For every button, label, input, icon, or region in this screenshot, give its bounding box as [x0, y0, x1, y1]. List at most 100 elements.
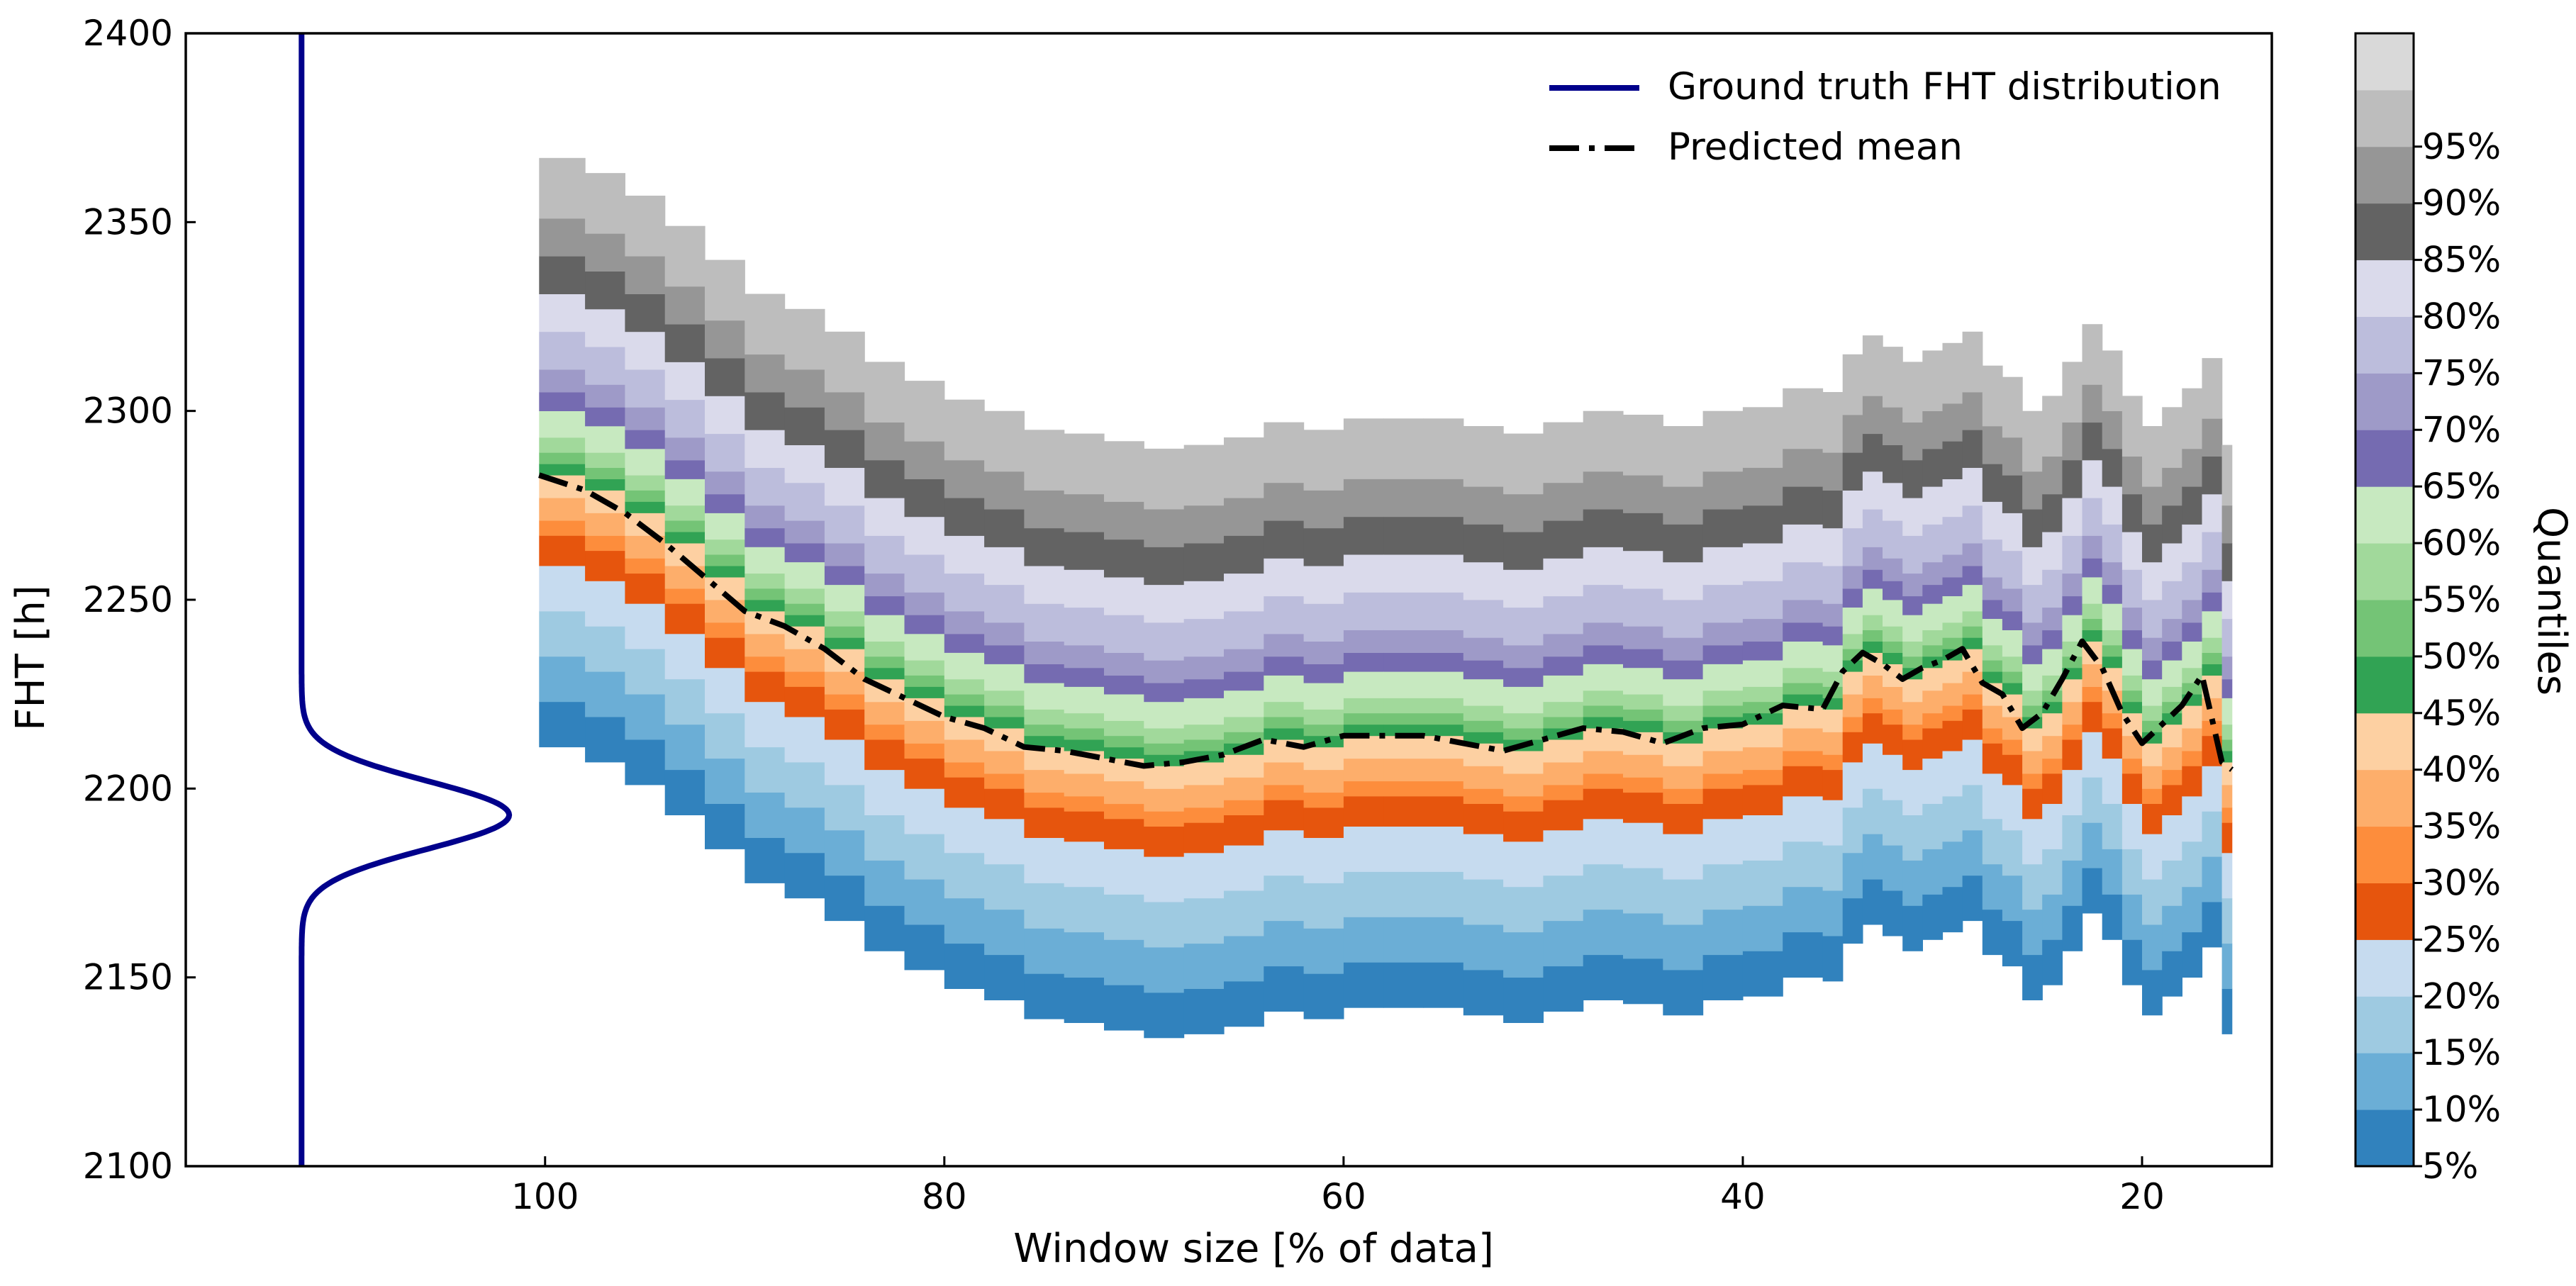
- quantile-band-cell: [784, 671, 825, 687]
- quantile-band-cell: [1183, 785, 1225, 808]
- quantile-band-cell: [1264, 482, 1305, 521]
- quantile-band-cell: [2221, 988, 2233, 1034]
- quantile-band-cell: [2022, 728, 2043, 751]
- quantile-band-cell: [1264, 656, 1305, 676]
- quantile-band-cell: [1942, 720, 1963, 751]
- quantile-band-cell: [1543, 422, 1584, 483]
- quantile-band-cell: [625, 649, 666, 695]
- quantile-band-cell: [1343, 962, 1384, 1008]
- quantile-band-cell: [1842, 762, 1863, 808]
- quantile-band-cell: [1104, 985, 1144, 1031]
- colorbar-tick-label: 95%: [2422, 126, 2501, 167]
- quantile-band-cell: [1982, 743, 2003, 774]
- quantile-band-cell: [824, 392, 865, 430]
- quantile-band-cell: [1024, 928, 1065, 974]
- quantile-band-cell: [1383, 917, 1424, 963]
- quantile-band-cell: [745, 505, 786, 529]
- quantile-band-cell: [2202, 637, 2223, 653]
- quantile-band-cell: [1104, 615, 1144, 653]
- quantile-band-cell: [1742, 581, 1783, 620]
- axes: 100 80 60 40 20 2100 2150 2200 2250 2300 2350 2400: [83, 13, 2273, 1217]
- quantile-band-cell: [539, 464, 586, 476]
- quantile-band-cell: [824, 467, 865, 506]
- quantile-band-cell: [1264, 633, 1305, 657]
- quantile-band-cell: [1303, 641, 1344, 664]
- quantile-band-cell: [944, 652, 985, 680]
- quantile-band-cell: [2002, 630, 2023, 657]
- quantile-band-cell: [1783, 622, 1824, 642]
- quantile-band-cell: [1742, 407, 1783, 468]
- quantile-band-cell: [1224, 815, 1264, 846]
- quantile-band-cell: [1104, 803, 1144, 820]
- quantile-band-cell: [2121, 773, 2143, 804]
- quantile-band-cell: [2182, 388, 2203, 449]
- quantile-band-cell: [2062, 739, 2083, 771]
- quantile-band-cell: [1922, 603, 1944, 630]
- quantile-band-cell: [1383, 871, 1424, 917]
- quantile-band-cell: [2062, 724, 2083, 740]
- quantile-band-cell: [784, 615, 825, 627]
- quantile-band-cell: [824, 566, 865, 586]
- quantile-band-cell: [1842, 452, 1863, 491]
- quantile-band-cell: [1783, 641, 1824, 669]
- quantile-band-cell: [2182, 683, 2203, 695]
- quantile-band-cell: [2102, 712, 2123, 729]
- quantile-band-cell: [1702, 664, 1744, 691]
- quantile-band-cell: [2022, 622, 2043, 646]
- quantile-band-cell: [1543, 482, 1584, 521]
- quantile-band-cell: [1264, 829, 1305, 876]
- quantile-band-cell: [1702, 690, 1744, 706]
- quantile-band-cell: [864, 641, 905, 657]
- quantile-band-cell: [664, 769, 706, 815]
- quantile-band-cell: [1702, 773, 1744, 789]
- quantile-band-cell: [1822, 603, 1844, 627]
- quantile-band-cell: [2082, 701, 2103, 732]
- quantile-band-cell: [1842, 671, 1863, 695]
- quantile-band-cell: [1583, 788, 1624, 820]
- quantile-band-cell: [1623, 720, 1663, 732]
- quantile-band-cell: [1383, 630, 1424, 653]
- quantile-band-cell: [1463, 720, 1504, 732]
- quantile-band-cell: [984, 622, 1025, 646]
- quantile-band-cell: [784, 561, 825, 589]
- quantile-band-cell: [625, 331, 666, 370]
- quantile-band-cell: [1702, 622, 1744, 646]
- quantile-band-cell: [2162, 505, 2182, 544]
- quantile-band-cell: [2042, 532, 2063, 570]
- quantile-band-cell: [1463, 600, 1504, 638]
- quantile-band-cell: [1663, 600, 1704, 638]
- quantile-band-cell: [2162, 951, 2182, 997]
- quantile-band-cell: [2022, 788, 2043, 820]
- quantile-band-cell: [1503, 886, 1544, 933]
- quantile-band-cell: [1264, 800, 1305, 831]
- quantile-band-cell: [1183, 581, 1225, 620]
- quantile-band-cell: [1822, 452, 1844, 491]
- quantile-band-cell: [1883, 581, 1903, 600]
- quantile-band-cell: [1104, 539, 1144, 578]
- quantile-band-cell: [2002, 588, 2023, 612]
- quantile-band-cell: [1842, 694, 1863, 717]
- quantile-band-cell: [1742, 747, 1783, 771]
- quantile-band-cell: [1183, 618, 1225, 657]
- quantile-band-cell: [1783, 600, 1824, 623]
- quantile-band-cell: [1902, 769, 1923, 815]
- quantile-band-cell: [2162, 641, 2182, 661]
- quantile-band-cell: [1183, 656, 1225, 680]
- quantile-band-cell: [2082, 324, 2103, 385]
- quantile-band-cell: [625, 369, 666, 408]
- quantile-band-cell: [2042, 493, 2063, 532]
- quantile-band-cell: [1343, 630, 1384, 653]
- quantile-band-cell: [1383, 592, 1424, 630]
- quantile-band-cell: [539, 520, 586, 536]
- quantile-band-cell: [2102, 486, 2123, 525]
- quantile-band-cell: [2002, 683, 2023, 695]
- quantile-band-cell: [1423, 516, 1464, 555]
- quantile-band-cell: [2202, 698, 2223, 721]
- quantile-band-cell: [2182, 561, 2203, 600]
- quantile-band-cell: [1064, 886, 1105, 933]
- quantile-band-cell: [2182, 751, 2203, 766]
- quantile-band-cell: [1144, 856, 1185, 902]
- quantile-band-cell: [1702, 954, 1744, 1000]
- quantile-band-cell: [1702, 584, 1744, 623]
- quantile-band-cell: [1144, 754, 1185, 766]
